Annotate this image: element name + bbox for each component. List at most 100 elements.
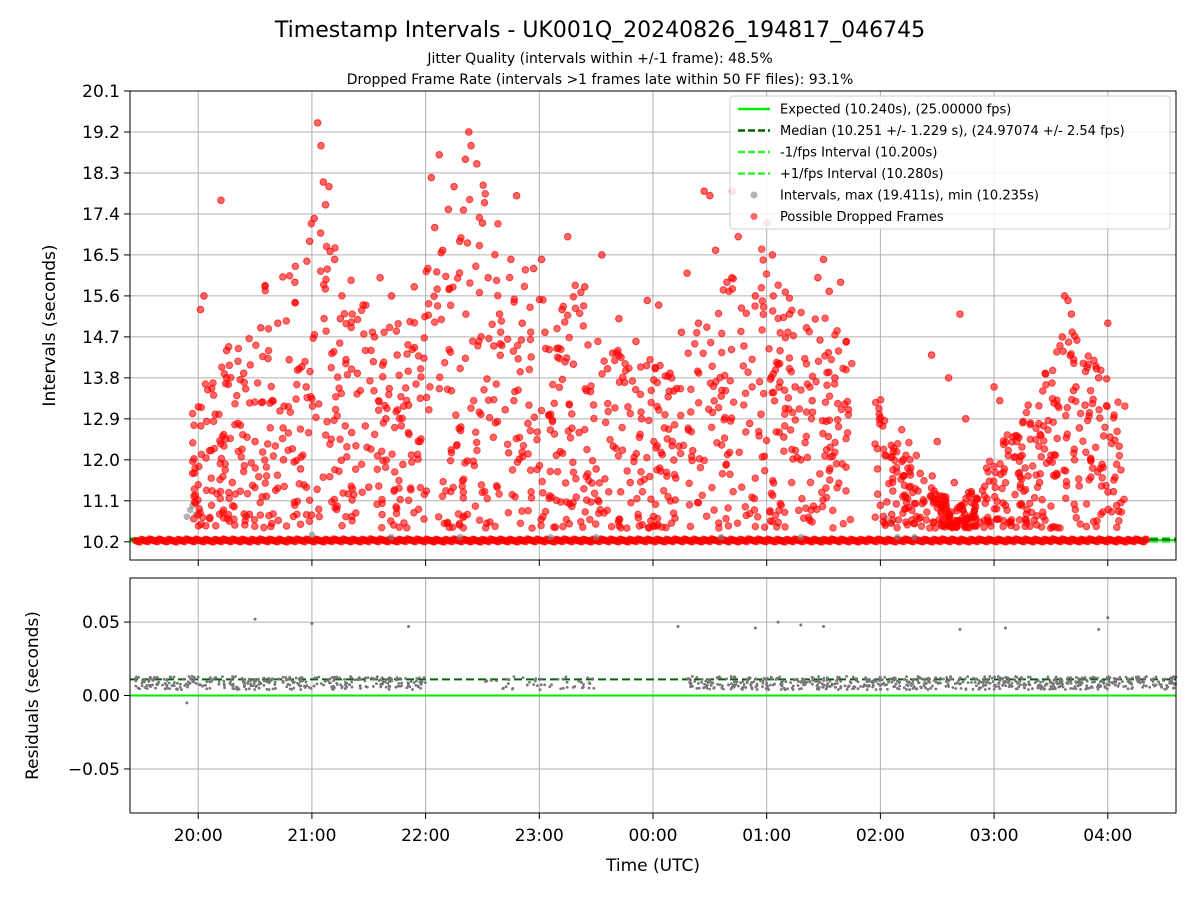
dropped-frame-point (395, 476, 403, 485)
dropped-frame-point (606, 435, 614, 444)
dropped-frame-point (750, 506, 759, 514)
dropped-frame-point (403, 350, 411, 358)
dropped-frame-point (742, 511, 751, 520)
dropped-frame-point (788, 306, 796, 315)
residual-point (754, 685, 758, 689)
dropped-frame-point (601, 418, 610, 427)
dropped-frame-point (510, 298, 518, 306)
residual-point (539, 677, 543, 681)
residual-point (908, 681, 911, 685)
dropped-frame-point (1115, 517, 1123, 525)
dropped-frame-point (469, 457, 478, 465)
residual-point (865, 688, 869, 691)
dropped-frame-point (1051, 451, 1060, 459)
dropped-frame-point (821, 398, 830, 407)
dropped-frame-point (473, 446, 481, 455)
dropped-frame-point (529, 264, 538, 273)
residual-point (1005, 675, 1008, 679)
dropped-frame-point (607, 522, 616, 531)
dropped-frame-point (1084, 352, 1093, 360)
residual-point (1039, 684, 1043, 688)
interval-point (894, 533, 901, 541)
dropped-frame-point (637, 408, 645, 416)
dropped-frame-point (1053, 434, 1061, 443)
dropped-frame-point (327, 435, 336, 444)
dropped-frame-point (686, 408, 695, 416)
dropped-frame-point (342, 512, 350, 521)
dropped-frame-point (982, 464, 991, 472)
dropped-frame-point (677, 328, 686, 337)
residual-point (343, 677, 346, 681)
dropped-frame-point (351, 465, 360, 474)
dropped-frame-point (992, 504, 1001, 513)
residual-point (359, 686, 362, 690)
y-tick-label: 18.3 (82, 164, 120, 184)
residual-point (590, 677, 594, 681)
dropped-frame-point (627, 498, 635, 507)
dropped-frame-point (352, 441, 360, 450)
residual-point (217, 680, 221, 683)
dropped-frame-point (569, 498, 577, 507)
dropped-frame-point (603, 364, 612, 373)
residual-point (836, 677, 840, 681)
residual-point (791, 688, 795, 691)
residual-point (954, 687, 958, 690)
dropped-frame-point (1064, 296, 1072, 305)
dropped-frame-point (305, 517, 314, 526)
dropped-frame-point (717, 348, 726, 357)
residual-point (963, 677, 967, 681)
dropped-frame-point (658, 450, 667, 459)
x-tick-label: 02:00 (856, 826, 905, 846)
dropped-frame-point (452, 442, 461, 450)
dropped-frame-point (589, 401, 598, 409)
dropped-frame-point (231, 521, 239, 529)
residual-point (379, 685, 383, 689)
dropped-frame-point (188, 457, 197, 466)
residual-point (707, 680, 711, 684)
dropped-frame-point (251, 464, 260, 472)
dropped-frame-point (325, 182, 333, 191)
dropped-frame-point (480, 385, 488, 394)
dropped-frame-point (1042, 380, 1050, 389)
residual-point (974, 684, 978, 688)
residual-point (783, 688, 787, 692)
dropped-frame-point (768, 388, 776, 397)
dropped-frame-point (376, 273, 384, 282)
residual-point (525, 683, 529, 687)
residual-point (997, 682, 1001, 685)
dropped-frame-point (491, 522, 499, 531)
dropped-frame-point (207, 474, 215, 483)
dropped-frame-point (791, 383, 799, 391)
residual-point (766, 687, 770, 691)
residual-point (172, 675, 176, 679)
dropped-frame-point (751, 522, 760, 531)
residual-point (979, 680, 982, 684)
dropped-frame-point (694, 398, 703, 407)
dropped-frame-point (341, 422, 350, 430)
dropped-frame-point (433, 302, 442, 310)
dropped-frame-point (757, 245, 766, 253)
dropped-frame-point (335, 339, 344, 347)
dropped-frame-point (1038, 387, 1047, 395)
dropped-frame-point (258, 448, 267, 456)
residual-point (802, 678, 806, 682)
dropped-frame-point (196, 305, 205, 314)
dropped-frame-point (1056, 341, 1064, 350)
residual-point (845, 675, 848, 678)
dropped-frame-point (461, 155, 470, 164)
dropped-frame-point (553, 324, 561, 333)
residual-point (958, 676, 962, 680)
residual-point (1013, 679, 1017, 683)
dropped-frame-point (1001, 478, 1010, 487)
dropped-frame-point (480, 487, 489, 496)
dropped-frame-point (784, 394, 793, 402)
dropped-frame-point (670, 470, 679, 479)
dropped-frame-point (734, 232, 743, 241)
dropped-frame-point (893, 440, 902, 448)
dropped-frame-point (564, 427, 573, 435)
dropped-frame-point (526, 335, 535, 344)
residual-point (484, 679, 488, 683)
residual-point (953, 682, 957, 686)
dropped-frame-point (1004, 518, 1013, 527)
dropped-frame-point (326, 247, 334, 256)
